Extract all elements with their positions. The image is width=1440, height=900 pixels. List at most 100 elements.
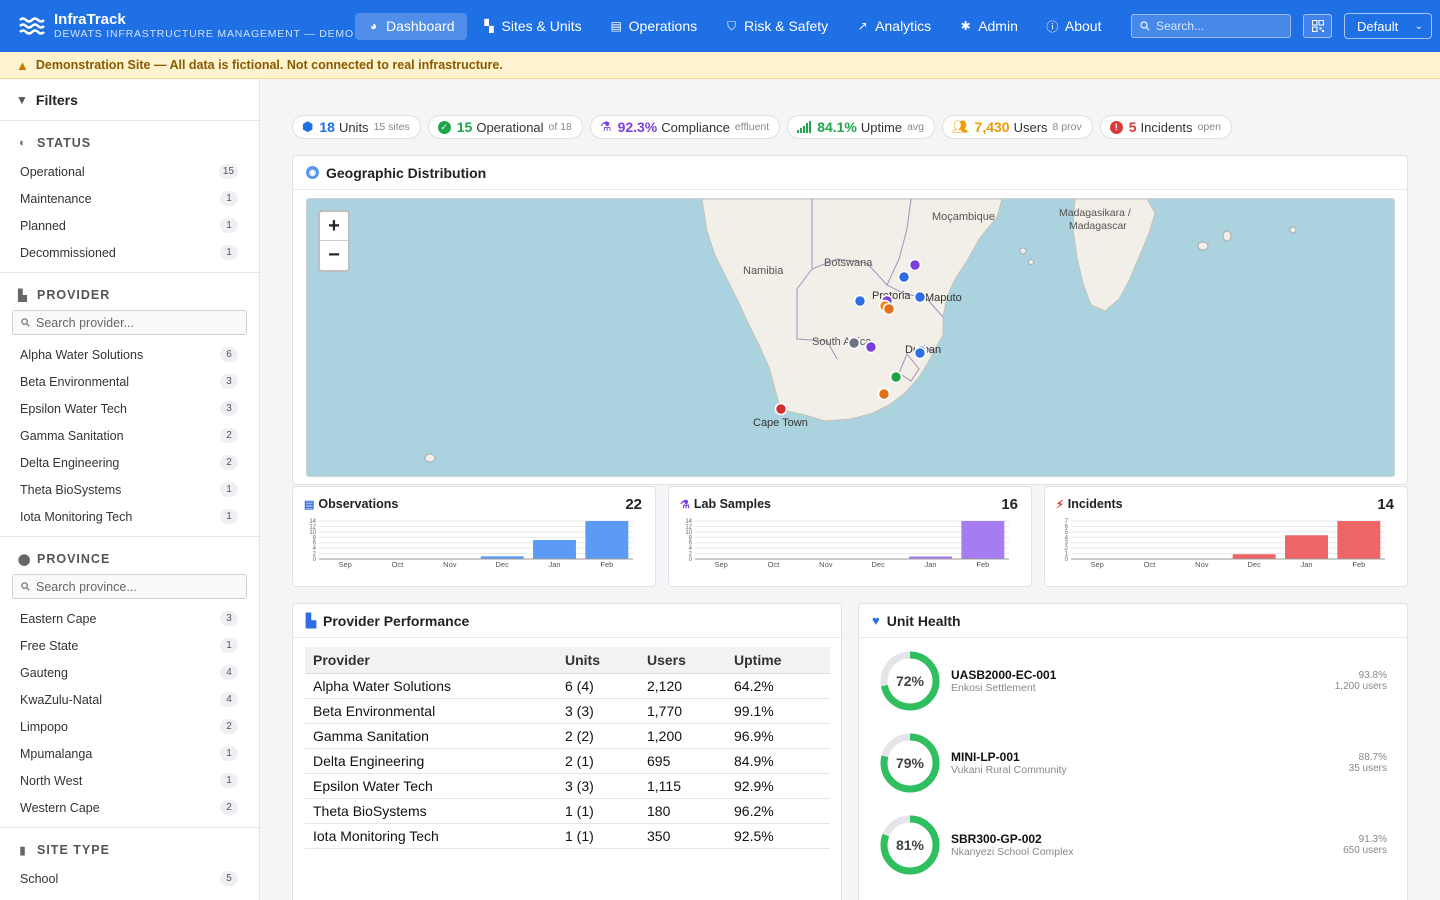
health-ring bbox=[880, 651, 940, 711]
filter-status-operational[interactable]: Operational 15 bbox=[0, 158, 259, 185]
filter-status-maintenance[interactable]: Maintenance 1 bbox=[0, 185, 259, 212]
filter-provider-epsilon[interactable]: Epsilon Water Tech 3 bbox=[0, 395, 259, 422]
map-marker[interactable] bbox=[908, 258, 922, 272]
filter-provider-beta[interactable]: Beta Environmental 3 bbox=[0, 368, 259, 395]
filter-province-kwazulu-natal[interactable]: KwaZulu-Natal 4 bbox=[0, 686, 259, 713]
table-row[interactable]: Delta Engineering 2 (1) 695 84.9% bbox=[305, 748, 830, 774]
nav-admin[interactable]: ✱ Admin bbox=[947, 13, 1030, 40]
zoom-out-button[interactable]: − bbox=[328, 244, 340, 266]
filter-count: 2 bbox=[220, 455, 238, 470]
filter-provider-iota[interactable]: Iota Monitoring Tech 1 bbox=[0, 503, 259, 530]
nav-operations[interactable]: ▤ Operations bbox=[598, 13, 709, 40]
site-type-section-title[interactable]: ▮ SITE TYPE bbox=[0, 839, 259, 861]
nav-risk-safety[interactable]: ⛉ Risk & Safety bbox=[713, 13, 840, 40]
table-row[interactable]: Iota Monitoring Tech 1 (1) 350 92.5% bbox=[305, 823, 830, 849]
filter-provider-delta[interactable]: Delta Engineering 2 bbox=[0, 449, 259, 476]
unit-health-item[interactable]: 72% UASB2000-EC-001 Enkosi Settlement 93.8%… bbox=[879, 650, 1389, 712]
map-view[interactable]: Namibia Botswana Moçambique Madagasikara… bbox=[306, 198, 1395, 477]
unit-health-item[interactable]: 81% SBR300-GP-002 Nkanyezi School Complex 9… bbox=[879, 814, 1389, 876]
map-marker[interactable] bbox=[877, 387, 891, 401]
column-header-provider[interactable]: Provider bbox=[305, 647, 557, 674]
nav-sites-units[interactable]: ▚ Sites & Units bbox=[471, 13, 594, 40]
chart-bar[interactable] bbox=[961, 521, 1005, 559]
incidents-title: Incidents bbox=[1067, 497, 1123, 511]
filter-province-mpumalanga[interactable]: Mpumalanga 1 bbox=[0, 740, 259, 767]
chart-bar[interactable] bbox=[585, 521, 629, 559]
filter-province-eastern-cape[interactable]: Eastern Cape 3 bbox=[0, 605, 259, 632]
filter-province-north-west[interactable]: North West 1 bbox=[0, 767, 259, 794]
map-marker[interactable] bbox=[913, 290, 927, 304]
filter-provider-alpha[interactable]: Alpha Water Solutions 6 bbox=[0, 341, 259, 368]
x-tick-label: Feb bbox=[1352, 560, 1365, 569]
map-marker[interactable] bbox=[774, 402, 788, 416]
table-row[interactable]: Alpha Water Solutions 6 (4) 2,120 64.2% bbox=[305, 673, 830, 699]
global-search[interactable] bbox=[1131, 14, 1291, 38]
table-row[interactable]: Theta BioSystems 1 (1) 180 96.2% bbox=[305, 798, 830, 824]
map-marker[interactable] bbox=[897, 270, 911, 284]
filter-status-decommissioned[interactable]: Decommissioned 1 bbox=[0, 239, 259, 266]
chart-bar[interactable] bbox=[533, 540, 576, 559]
table-cell: 1,115 bbox=[639, 773, 726, 799]
chart-bar[interactable] bbox=[909, 556, 952, 559]
map-marker[interactable] bbox=[889, 370, 903, 384]
stat-users[interactable]: 👥︎ 7,430 Users 8 prov bbox=[942, 115, 1093, 139]
filter-status-planned[interactable]: Planned 1 bbox=[0, 212, 259, 239]
unit-health-title: Unit Health bbox=[886, 612, 961, 629]
map-marker[interactable] bbox=[864, 340, 878, 354]
map-marker[interactable] bbox=[882, 302, 896, 316]
map-marker[interactable] bbox=[913, 346, 927, 360]
table-row[interactable]: Gamma Sanitation 2 (2) 1,200 96.9% bbox=[305, 723, 830, 749]
stat-units[interactable]: ⬢ 18 Units 15 sites bbox=[292, 115, 421, 139]
chart-bar[interactable] bbox=[1232, 554, 1276, 559]
alert-icon: ! bbox=[1109, 120, 1123, 134]
provider-search[interactable] bbox=[12, 310, 247, 335]
filter-provider-gamma[interactable]: Gamma Sanitation 2 bbox=[0, 422, 259, 449]
filter-province-limpopo[interactable]: Limpopo 2 bbox=[0, 713, 259, 740]
province-search[interactable] bbox=[12, 574, 247, 599]
y-tick-label: 5 bbox=[1065, 530, 1069, 536]
province-search-input[interactable] bbox=[36, 579, 236, 594]
province-section-title[interactable]: ⬤ PROVINCE bbox=[0, 548, 259, 570]
filter-label: School bbox=[20, 871, 59, 886]
status-section: ◐ STATUS Operational 15 Maintenance 1 Plan… bbox=[0, 132, 259, 273]
map-marker[interactable] bbox=[853, 294, 867, 308]
status-section-title[interactable]: ◐ STATUS bbox=[0, 132, 259, 154]
filter-provider-theta[interactable]: Theta BioSystems 1 bbox=[0, 476, 259, 503]
column-header-users[interactable]: Users bbox=[639, 647, 726, 674]
filter-province-free-state[interactable]: Free State 1 bbox=[0, 632, 259, 659]
stat-incidents[interactable]: ! 5 Incidents open bbox=[1099, 115, 1232, 139]
provider-section-title[interactable]: ▙ PROVIDER bbox=[0, 284, 259, 306]
nav-dashboard[interactable]: ◕ Dashboard bbox=[355, 12, 467, 40]
column-header-uptime[interactable]: Uptime bbox=[726, 647, 830, 674]
stat-compliance[interactable]: ⚗ 92.3% Compliance effluent bbox=[589, 115, 781, 139]
country-borders bbox=[796, 199, 944, 382]
y-tick-label: 6 bbox=[1065, 524, 1069, 530]
filter-label: Maintenance bbox=[20, 191, 92, 206]
global-search-input[interactable] bbox=[1156, 19, 1286, 33]
profile-select[interactable]: Default ⌄ bbox=[1344, 13, 1432, 39]
nav-analytics[interactable]: ↗ Analytics bbox=[844, 13, 943, 40]
zoom-in-button[interactable]: + bbox=[320, 212, 348, 241]
table-row[interactable]: Beta Environmental 3 (3) 1,770 99.1% bbox=[305, 698, 830, 724]
y-tick-label: 3 bbox=[1065, 541, 1069, 547]
filter-province-gauteng[interactable]: Gauteng 4 bbox=[0, 659, 259, 686]
x-tick-label: Jan bbox=[924, 560, 936, 569]
qr-grid-button[interactable] bbox=[1303, 14, 1332, 38]
stat-uptime[interactable]: 84.1% Uptime avg bbox=[787, 115, 936, 139]
chart-bar[interactable] bbox=[1337, 521, 1381, 559]
table-cell: 695 bbox=[639, 748, 726, 774]
stat-operational[interactable]: ✓ 15 Operational of 18 bbox=[427, 115, 583, 139]
unit-site: Enkosi Settlement bbox=[951, 682, 1036, 694]
chart-bar[interactable] bbox=[1285, 535, 1328, 559]
provider-search-input[interactable] bbox=[36, 315, 236, 330]
unit-health-item[interactable]: 79% MINI-LP-001 Vukani Rural Community 88.7… bbox=[879, 732, 1389, 794]
nav-about[interactable]: ⓘ About bbox=[1034, 13, 1114, 40]
map-marker[interactable] bbox=[847, 336, 861, 350]
table-row[interactable]: Epsilon Water Tech 3 (3) 1,115 92.9% bbox=[305, 773, 830, 799]
filter-province-western-cape[interactable]: Western Cape 2 bbox=[0, 794, 259, 821]
column-header-units[interactable]: Units bbox=[557, 647, 639, 674]
filter-site-type-school[interactable]: School 5 bbox=[0, 865, 259, 892]
chart-bar[interactable] bbox=[480, 556, 524, 559]
brand[interactable]: InfraTrack DEWATS INFRASTRUCTURE MANAGEM… bbox=[0, 12, 355, 41]
map-canvas[interactable]: Namibia Botswana Moçambique Madagasikara… bbox=[307, 199, 1395, 477]
